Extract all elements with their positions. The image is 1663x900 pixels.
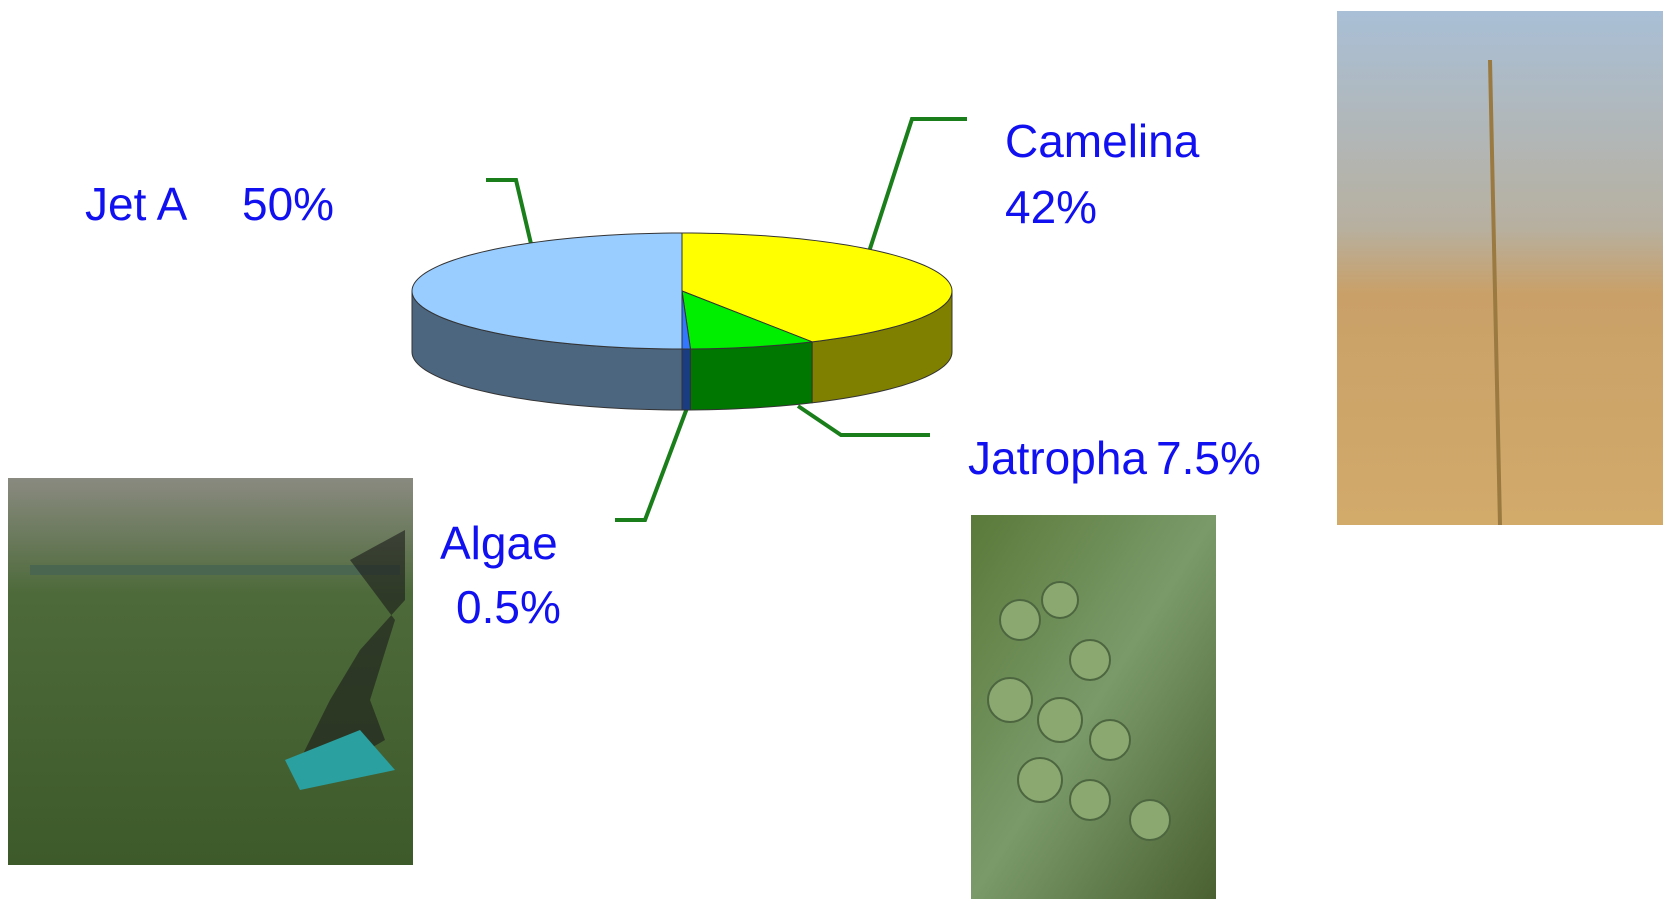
slice (681, 290, 813, 350)
photo-jatropha (971, 515, 1216, 899)
slice-value-label: 50% (242, 178, 334, 230)
slice-label: Jet A (85, 178, 188, 230)
slice-label: Jatropha (968, 432, 1147, 484)
slice-side (689, 341, 813, 411)
pie (411, 232, 953, 411)
slice-value-label: 42% (1005, 181, 1097, 233)
photo-camelina (1337, 11, 1663, 526)
slice (681, 232, 953, 343)
slice-value-label: 0.5% (456, 581, 561, 633)
slice-label: Camelina (1005, 115, 1200, 167)
slice-label: Algae (440, 517, 558, 569)
photo-algae (8, 478, 413, 865)
leader-line (853, 117, 967, 296)
slice-value-label: 7.5% (1156, 432, 1261, 484)
leader-line (796, 404, 930, 437)
slice-side (681, 348, 691, 411)
leader-line (615, 407, 689, 522)
slice (411, 232, 683, 350)
